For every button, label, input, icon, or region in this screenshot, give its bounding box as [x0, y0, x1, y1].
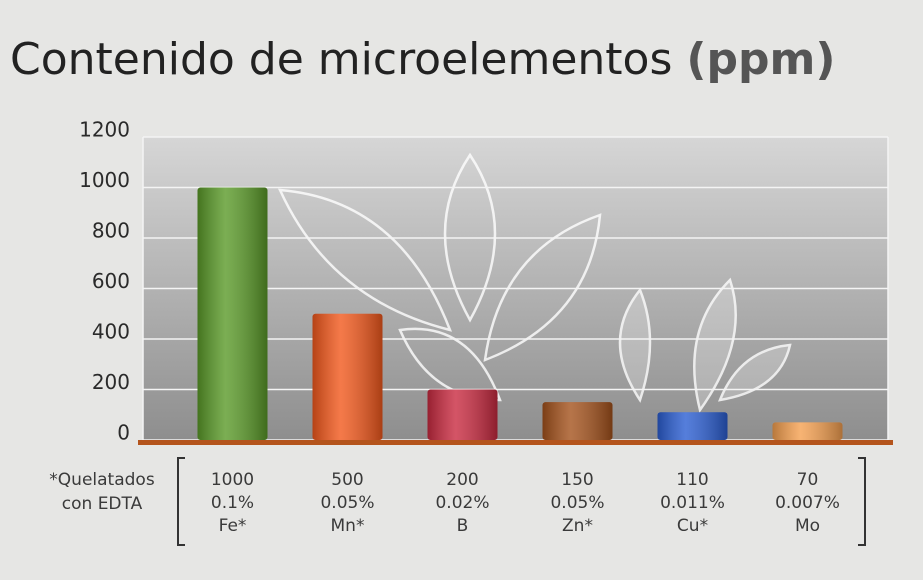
value-label: 500: [331, 470, 363, 490]
value-label: 200: [446, 470, 478, 490]
x-tick-label: B: [457, 516, 469, 536]
percent-label: 0.05%: [550, 493, 604, 513]
bar-shine: [197, 187, 268, 440]
percent-label: 0.02%: [435, 493, 489, 513]
bar-shine: [542, 402, 613, 440]
note: *Quelatados: [49, 470, 155, 490]
x-tick-label: Mn*: [331, 516, 365, 536]
percent-label: 0.1%: [211, 493, 254, 513]
bracket: [858, 457, 866, 546]
bracket: [177, 457, 185, 546]
y-tick-label: 200: [92, 370, 130, 394]
x-tick-label: Fe*: [219, 516, 247, 536]
x-tick-label: Cu*: [677, 516, 708, 536]
leaf-decoration: [277, 152, 792, 413]
x-tick-label: Mo: [795, 516, 820, 536]
bar-shine: [657, 412, 728, 440]
bar-shine: [427, 389, 498, 440]
y-tick-label: 1200: [79, 118, 130, 142]
chart-title: Contenido de microelementos (ppm): [10, 34, 835, 85]
baseline: [138, 440, 893, 445]
value-label: 110: [676, 470, 708, 490]
percent-label: 0.05%: [320, 493, 374, 513]
x-tick-label: Zn*: [562, 516, 593, 536]
percent-label: 0.011%: [660, 493, 725, 513]
bar-shine: [312, 313, 383, 440]
note: con EDTA: [62, 494, 143, 514]
value-label: 1000: [211, 470, 254, 490]
value-label: 70: [797, 470, 819, 490]
bar-shine: [772, 422, 843, 440]
percent-label: 0.007%: [775, 493, 840, 513]
y-tick-label: 0: [117, 421, 130, 445]
y-tick-label: 1000: [79, 168, 130, 192]
value-label: 150: [561, 470, 593, 490]
y-tick-label: 800: [92, 219, 130, 243]
y-tick-label: 400: [92, 320, 130, 344]
y-tick-label: 600: [92, 269, 130, 293]
